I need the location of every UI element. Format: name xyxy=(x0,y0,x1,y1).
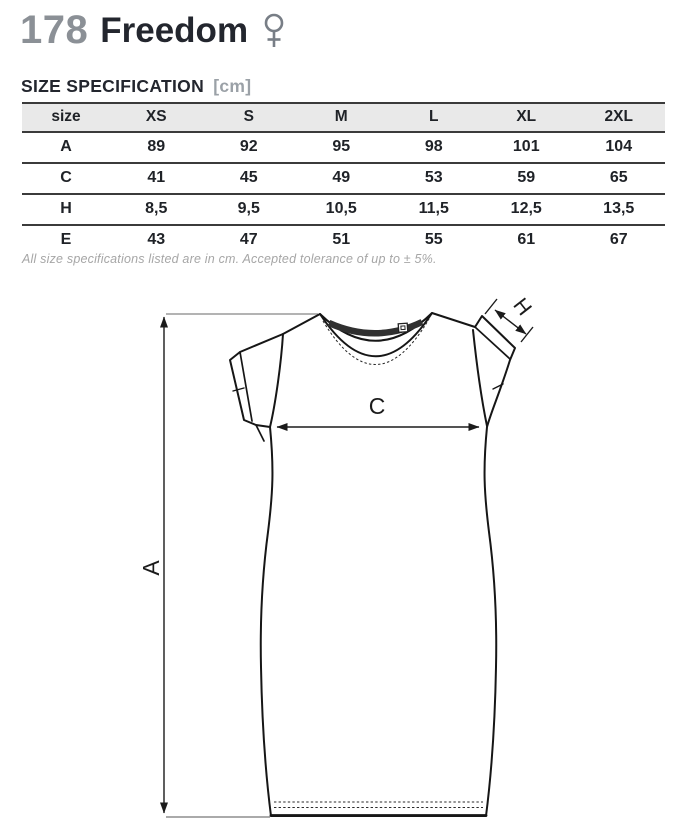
cell: 43 xyxy=(147,231,166,248)
cell: 49 xyxy=(295,163,388,195)
cell: 41 xyxy=(110,163,203,195)
neck-tape xyxy=(327,319,424,337)
right-cuff-inner-edge xyxy=(474,326,511,360)
table-row-c: C 41 45 49 53 59 65 xyxy=(22,163,665,195)
cell: 45 xyxy=(202,163,295,195)
cell: 59 xyxy=(480,163,573,195)
cell: 47 xyxy=(239,231,258,248)
collar-band xyxy=(319,312,433,358)
left-cuff-fold-mark xyxy=(232,387,245,392)
column-header-s: S xyxy=(202,102,295,133)
tolerance-note: All size specifications listed are in cm… xyxy=(22,252,437,266)
table-row-e: E 43 47 51 55 61 67 xyxy=(22,225,665,255)
cell: 12,5 xyxy=(480,194,573,226)
cell: 13,5 xyxy=(572,194,665,226)
table-row-h: H 8,5 9,5 10,5 11,5 12,5 13,5 xyxy=(22,194,665,226)
column-header-l: L xyxy=(387,102,480,133)
cell: 95 xyxy=(295,132,388,164)
dimension-a-label: A xyxy=(138,560,164,576)
row-label: A xyxy=(22,132,110,164)
row-label: E xyxy=(60,231,72,248)
left-cuff-inner-edge xyxy=(239,351,253,422)
cell: 65 xyxy=(572,163,665,195)
neckline-stitch-line xyxy=(322,318,430,366)
product-name: Freedom xyxy=(100,10,249,50)
dimension-h-label: H xyxy=(508,294,535,320)
cell: 51 xyxy=(332,231,351,248)
left-underarm-edge xyxy=(255,424,265,442)
dimension-c-label: C xyxy=(369,393,386,419)
right-armhole-seam xyxy=(472,329,488,427)
column-header-size: size xyxy=(22,102,110,133)
section-heading: SIZE SPECIFICATION [cm] xyxy=(21,76,251,97)
left-armhole-seam xyxy=(269,333,284,428)
row-label: C xyxy=(22,163,110,195)
section-title-text: SIZE SPECIFICATION xyxy=(21,76,205,96)
cell: 10,5 xyxy=(295,194,388,226)
column-header-xs: XS xyxy=(110,102,203,133)
table-row-a: A 89 92 95 98 101 104 xyxy=(22,132,665,164)
neck-size-tag xyxy=(397,322,409,333)
cell: 55 xyxy=(424,231,443,248)
cell: 98 xyxy=(387,132,480,164)
dimension-h-tick-lower xyxy=(520,326,534,343)
column-header-m: M xyxy=(295,102,388,133)
dress-outline xyxy=(229,312,516,817)
cell: 92 xyxy=(202,132,295,164)
cell: 89 xyxy=(110,132,203,164)
cell: 61 xyxy=(517,231,536,248)
unit-label: [cm] xyxy=(213,76,252,96)
dimension-h-line xyxy=(494,309,527,335)
cell: 8,5 xyxy=(110,194,203,226)
page-title: 178 Freedom xyxy=(20,10,285,50)
dimension-h-tick-upper xyxy=(484,298,498,315)
column-header-2xl: 2XL xyxy=(572,102,665,133)
product-code: 178 xyxy=(20,8,89,52)
table-header-row: size XS S M L XL 2XL xyxy=(22,102,665,133)
size-table: size XS S M L XL 2XL A 89 92 95 98 101 1… xyxy=(22,102,665,255)
column-header-xl: XL xyxy=(480,102,573,133)
cell: 53 xyxy=(387,163,480,195)
cell: 11,5 xyxy=(387,194,480,226)
cell: 101 xyxy=(480,132,573,164)
cell: 9,5 xyxy=(202,194,295,226)
female-icon xyxy=(264,13,284,47)
cell: 67 xyxy=(609,231,628,248)
row-label: H xyxy=(22,194,110,226)
right-cuff-fold-mark xyxy=(492,383,504,390)
cell: 104 xyxy=(572,132,665,164)
